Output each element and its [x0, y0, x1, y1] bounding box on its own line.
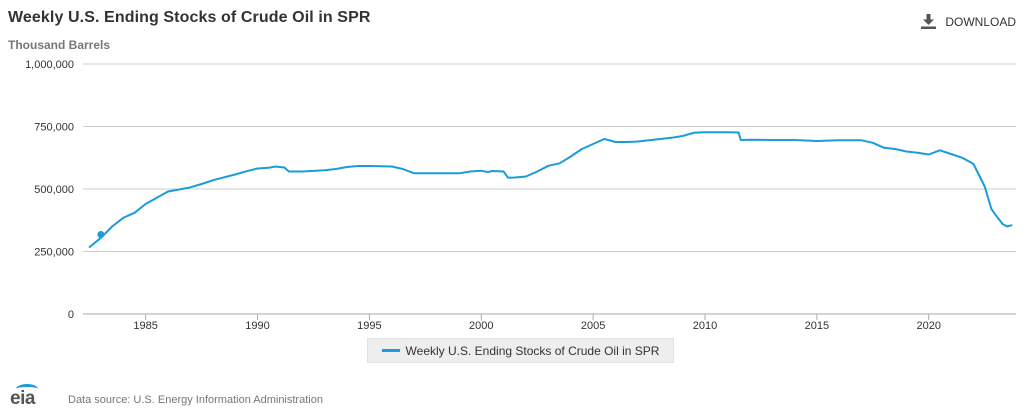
legend-swatch — [381, 349, 400, 352]
download-button[interactable]: DOWNLOAD — [921, 14, 1016, 29]
series-line[interactable] — [88, 131, 1013, 248]
highlight-point[interactable] — [97, 231, 105, 238]
y-tick-label: 500,000 — [34, 184, 74, 196]
eia-logo-text: eia — [10, 388, 35, 409]
line-chart: Thousand Barrels 0 250,000 500,000 750,000 1… — [8, 38, 1016, 332]
x-tick-label: 1990 — [245, 320, 269, 332]
y-tick-label: 0 — [68, 309, 74, 321]
y-tick-label: 1,000,000 — [25, 59, 74, 71]
gridlines — [83, 63, 1016, 315]
x-tick-label: 2010 — [693, 320, 717, 332]
eia-logo[interactable]: eia — [10, 384, 54, 408]
y-tick-labels: 0 250,000 500,000 750,000 1,000,000 — [25, 59, 74, 321]
x-tick-label: 2000 — [469, 320, 493, 332]
legend-label: Weekly U.S. Ending Stocks of Crude Oil i… — [405, 343, 660, 358]
y-tick-label: 250,000 — [34, 247, 74, 259]
x-axis: 1985 1990 1995 2000 2005 2010 2015 2020 — [133, 314, 941, 332]
x-tick-label: 2020 — [916, 320, 940, 332]
download-label: DOWNLOAD — [945, 14, 1016, 29]
data-source-text: Data source: U.S. Energy Information Adm… — [68, 394, 323, 406]
series-layer — [88, 131, 1013, 248]
download-icon — [921, 14, 937, 29]
x-tick-label: 1995 — [357, 320, 381, 332]
x-tick-label: 2015 — [805, 320, 829, 332]
chart-title: Weekly U.S. Ending Stocks of Crude Oil i… — [8, 9, 371, 26]
y-axis-label: Thousand Barrels — [8, 38, 110, 52]
legend[interactable]: Weekly U.S. Ending Stocks of Crude Oil i… — [367, 338, 674, 363]
x-tick-label: 1985 — [133, 320, 157, 332]
eia-logo-arc — [16, 384, 38, 394]
x-tick-label: 2005 — [581, 320, 605, 332]
footer: eia Data source: U.S. Energy Information… — [10, 384, 323, 408]
y-tick-label: 750,000 — [34, 122, 74, 134]
